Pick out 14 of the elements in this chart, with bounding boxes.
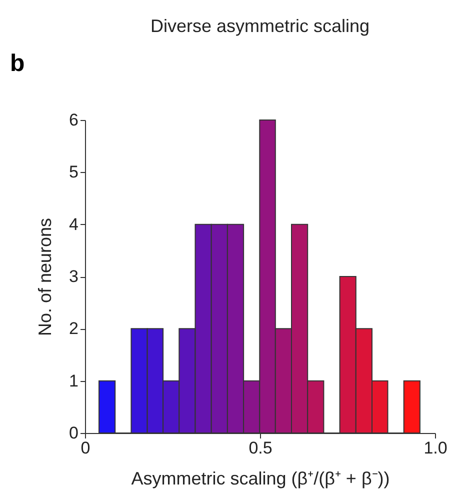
y-tick-label: 0 (69, 424, 78, 442)
y-tick-label: 4 (69, 214, 78, 234)
x-axis-title: Asymmetric scaling (β⁺/(β⁺ + β⁻)) (131, 468, 390, 488)
text: b (10, 50, 25, 77)
y-tick-label: 2 (69, 319, 78, 338)
x-tick-label: 1.0 (424, 438, 448, 458)
y-tick-label: 5 (69, 162, 78, 182)
y-tick-label: 1 (69, 371, 78, 390)
y-axis-title: No. of neurons (35, 218, 56, 336)
x-tick-label: 0.5 (248, 438, 272, 458)
x-tick-label: 0 (80, 438, 90, 458)
chart-title: Diverse asymmetric scaling (150, 16, 370, 36)
y-tick-label: 6 (69, 110, 78, 130)
y-tick-label: 3 (69, 267, 78, 286)
